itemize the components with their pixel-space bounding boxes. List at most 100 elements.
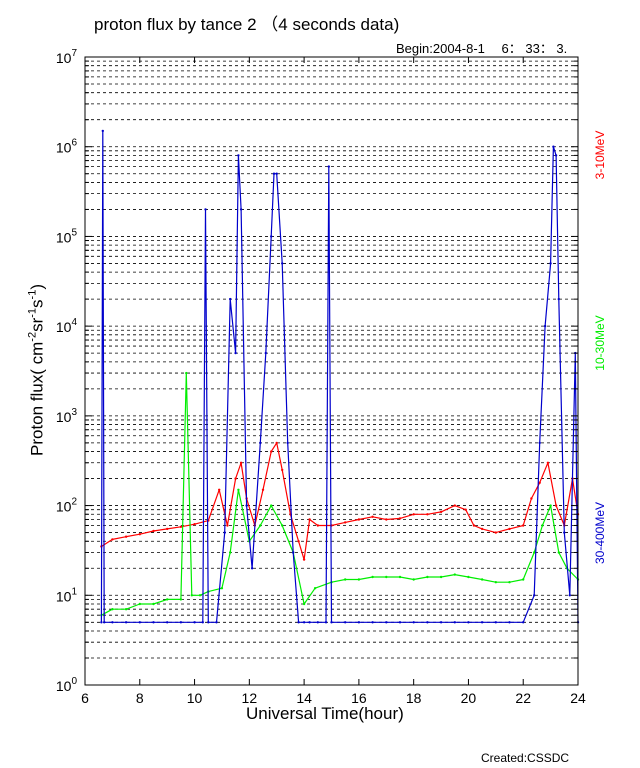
tick-layer: 6 8 10 12 14 16 18 20 22 24 100 101 102 103 104 105 106 1… [56,48,586,706]
data-point [439,510,443,514]
data-point [557,297,560,301]
data-point [538,481,541,484]
plot-frame [84,56,579,686]
data-point [179,525,183,528]
data-point [385,575,388,579]
data-point [201,621,204,624]
data-point [371,621,374,624]
data-point [546,461,550,464]
data-point [480,621,484,624]
data-point [101,129,105,133]
data-point [103,621,106,624]
data-point [215,621,218,624]
x-tick-label: 8 [136,690,144,706]
y-tick-label: 107 [56,48,78,66]
data-point [218,488,221,491]
x-tick-label: 6 [81,690,89,706]
data-point [472,524,476,527]
data-point [522,524,525,527]
data-point [239,208,243,211]
data-point [124,608,128,611]
x-tick-label: 18 [406,690,422,706]
y-tick-label: 104 [56,317,78,335]
data-point [179,621,183,624]
data-point [111,538,114,541]
data-point [412,578,415,581]
chart-title: proton flux by tance 2 （4 seconds data) [94,15,400,34]
data-point [124,621,128,624]
data-point [316,524,319,527]
data-point [563,531,566,534]
data-point [530,497,533,500]
data-point [234,477,237,480]
data-point [166,598,169,601]
data-point [286,441,289,445]
data-point [385,518,388,521]
data-point [494,581,497,584]
data-point [467,621,470,624]
data-point [281,468,284,472]
data-point [138,602,141,606]
data-point [229,297,232,301]
data-point [270,235,273,238]
data-point [541,524,544,527]
data-point [261,488,265,491]
x-tick-label: 14 [296,690,312,706]
series-line-3-10MeV [101,442,579,561]
data-point [412,513,415,516]
data-point [275,172,278,175]
data-point [152,621,155,624]
data-point [398,621,402,624]
grid-lines [85,60,578,659]
data-point [166,527,169,531]
data-point [533,594,536,597]
data-point [357,578,361,581]
data-point [239,461,243,464]
data-point [198,594,202,597]
data-point [259,441,262,445]
data-point [302,558,306,561]
data-point [557,551,560,554]
data-point [398,575,402,579]
data-point [330,621,333,624]
data-point [237,154,240,157]
y-tick-label: 103 [56,407,78,425]
series-label-3-10mev: 3-10MeV [593,130,607,180]
y-axis-label: Proton flux( cm-2sr-1s-1) [26,284,47,456]
data-point [281,262,284,265]
data-point [494,621,497,624]
data-point [100,621,103,624]
data-point [426,575,429,579]
series-line-10-30MeV [101,372,579,616]
data-point [234,351,237,355]
data-point [552,145,555,148]
data-point [543,324,547,328]
data-point [398,517,402,520]
data-point [237,488,240,491]
data-point [193,621,196,624]
data-point [245,504,248,507]
data-point [229,551,232,554]
data-point [554,504,558,507]
data-point [138,533,141,536]
data-point [554,154,558,157]
data-point [179,598,183,601]
data-point [426,621,429,624]
data-point [111,621,114,624]
y-tick-label: 101 [56,586,78,604]
y-tick-label: 105 [56,227,78,245]
data-point [480,527,484,531]
data-point [270,504,273,507]
data-point [138,621,141,624]
data-point [264,351,267,355]
data-point [494,531,497,534]
data-point [327,165,330,168]
data-point [568,594,571,597]
series-layer [100,129,580,624]
data-point [308,621,311,624]
data-point [357,621,361,624]
data-point [508,581,511,584]
data-point [207,621,210,624]
data-point [439,621,443,624]
data-point [302,602,306,606]
